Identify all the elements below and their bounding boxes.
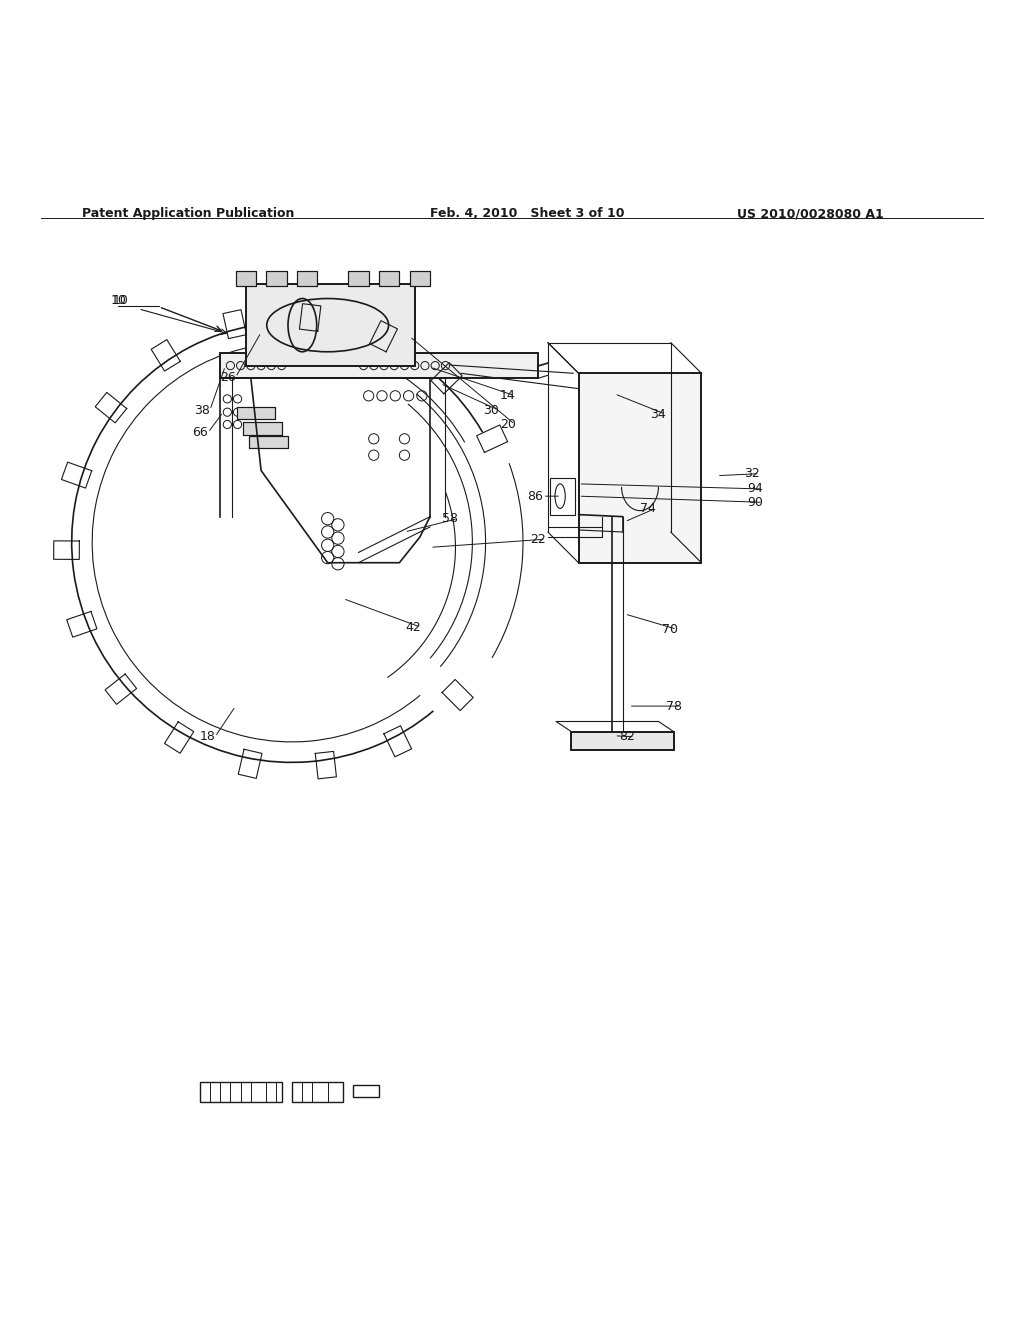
Bar: [236, 271, 256, 286]
Bar: [348, 271, 369, 286]
Bar: [266, 271, 287, 286]
Bar: [353, 1085, 379, 1097]
Text: 42: 42: [406, 620, 421, 634]
Text: 20: 20: [500, 418, 516, 430]
Text: 32: 32: [744, 467, 760, 480]
Text: 70: 70: [662, 623, 678, 636]
Text: 82: 82: [620, 730, 636, 743]
Bar: [571, 731, 674, 750]
Bar: [236, 271, 256, 286]
Text: 66: 66: [193, 426, 208, 440]
Bar: [200, 1082, 282, 1102]
Text: 74: 74: [640, 502, 656, 515]
Bar: [297, 271, 317, 286]
Text: 86: 86: [527, 490, 544, 503]
Bar: [297, 271, 317, 286]
Text: 34: 34: [650, 408, 666, 421]
Bar: [579, 374, 701, 562]
Text: 22: 22: [530, 533, 546, 545]
Bar: [266, 271, 287, 286]
Bar: [246, 284, 415, 366]
Bar: [220, 352, 538, 379]
Text: 58: 58: [442, 512, 459, 525]
Bar: [410, 271, 430, 286]
Text: 90: 90: [748, 496, 764, 508]
Text: 10: 10: [113, 293, 129, 306]
Bar: [237, 407, 275, 420]
Text: 14: 14: [500, 389, 515, 403]
Bar: [348, 271, 369, 286]
Text: Patent Application Publication: Patent Application Publication: [82, 207, 294, 220]
Bar: [571, 731, 674, 750]
Bar: [579, 374, 701, 562]
Text: 18: 18: [200, 730, 216, 743]
Bar: [220, 352, 538, 379]
Bar: [246, 284, 415, 366]
Bar: [379, 271, 399, 286]
Bar: [249, 436, 288, 447]
Bar: [249, 436, 288, 447]
Bar: [292, 1082, 343, 1102]
Bar: [410, 271, 430, 286]
Text: 94: 94: [748, 483, 763, 495]
Text: 38: 38: [195, 404, 211, 417]
Text: 78: 78: [666, 700, 682, 713]
Bar: [243, 422, 282, 434]
Text: US 2010/0028080 A1: US 2010/0028080 A1: [737, 207, 884, 220]
Text: 10: 10: [111, 293, 127, 306]
Text: 30: 30: [483, 404, 500, 417]
Bar: [237, 407, 275, 420]
Text: Feb. 4, 2010   Sheet 3 of 10: Feb. 4, 2010 Sheet 3 of 10: [430, 207, 625, 220]
Bar: [379, 271, 399, 286]
Bar: [550, 478, 575, 515]
Bar: [243, 422, 282, 434]
Text: 26: 26: [220, 371, 236, 384]
